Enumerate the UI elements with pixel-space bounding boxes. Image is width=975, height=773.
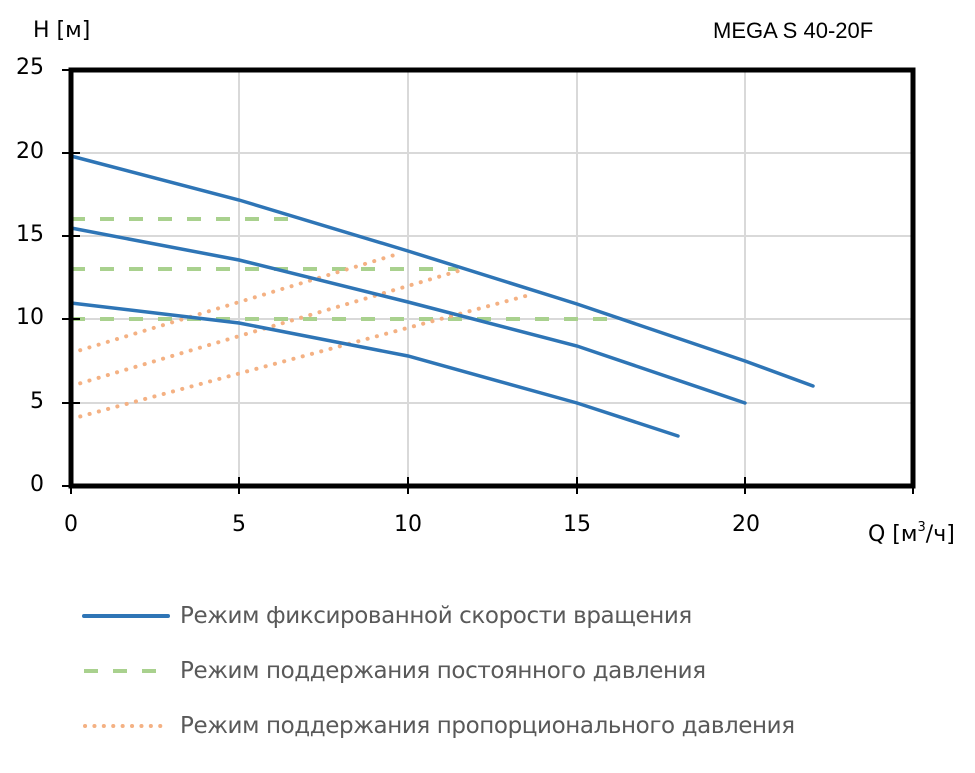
legend-label: Режим поддержания пропорционального давл… — [180, 713, 795, 739]
legend-label: Режим фиксированной скорости вращения — [180, 603, 692, 629]
chart-title: MEGA S 40-20F — [713, 18, 874, 43]
series-constant-pressure — [71, 217, 616, 321]
x-tick-0: 0 — [64, 512, 78, 537]
solid-line-icon — [82, 614, 170, 618]
legend-item-proportional-pressure: Режим поддержания пропорционального давл… — [82, 711, 795, 741]
y-tick-10: 10 — [16, 305, 44, 330]
x-axis-label: Q [м3/ч] — [868, 520, 955, 547]
x-tick-20: 20 — [732, 512, 760, 537]
x-tick-10: 10 — [394, 512, 422, 537]
y-axis-label: H [м] — [33, 18, 91, 43]
x-tick-5: 5 — [232, 512, 246, 537]
plot-area — [62, 67, 916, 494]
dashed-line-icon — [84, 669, 168, 673]
dotted-line-icon — [83, 724, 170, 728]
y-tick-20: 20 — [16, 139, 44, 164]
y-tick-15: 15 — [16, 222, 44, 247]
legend-item-fixed-speed: Режим фиксированной скорости вращения — [82, 601, 692, 631]
series-fixed-speed — [69, 154, 815, 438]
x-tick-15: 15 — [563, 512, 591, 537]
y-tick-25: 25 — [16, 55, 44, 80]
axes-frame — [62, 67, 916, 494]
legend-label: Режим поддержания постоянного давления — [180, 658, 706, 684]
series-proportional-pressure — [69, 251, 535, 421]
y-tick-0: 0 — [30, 472, 44, 497]
y-tick-5: 5 — [30, 389, 44, 414]
legend-item-constant-pressure: Режим поддержания постоянного давления — [82, 656, 706, 686]
